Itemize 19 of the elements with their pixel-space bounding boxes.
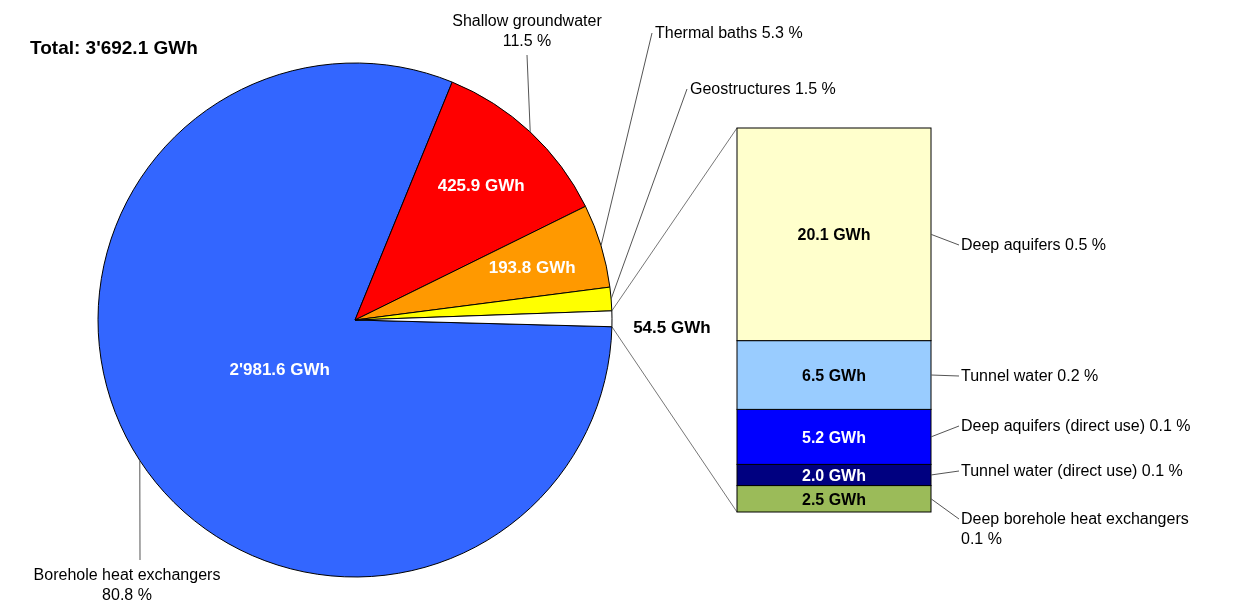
data-label: 5.2 GWh (801, 428, 867, 446)
data-label: 425.9 GWh (437, 175, 525, 195)
slice-label: Shallow groundwater 11.5 % (452, 12, 603, 49)
slice-label: Borehole heat exchangers 80.8 % (33, 566, 221, 603)
series-label: Tunnel water (direct use) 0.1 % (961, 462, 1183, 479)
slice-label: Thermal baths 5.3 % (655, 24, 803, 41)
series-label: Tunnel water 0.2 % (961, 367, 1099, 384)
data-label: 193.8 GWh (488, 257, 576, 277)
data-label: 2'981.6 GWh (229, 360, 330, 380)
slice-label: Geostructures 1.5 % (690, 80, 836, 97)
series-label: Deep borehole heat exchangers 0.1 % (961, 510, 1189, 547)
series-label: Deep aquifers 0.5 % (961, 236, 1106, 253)
text: Total: 3'692.1 GWh (30, 37, 198, 58)
data-label: 6.5 GWh (801, 367, 867, 385)
data-label: 2.0 GWh (801, 466, 867, 484)
data-label: 54.5 GWh (633, 318, 711, 337)
data-label: 20.1 GWh (797, 226, 871, 244)
data-label: 2.5 GWh (801, 490, 867, 508)
series-label: Deep aquifers (direct use) 0.1 % (961, 417, 1191, 434)
